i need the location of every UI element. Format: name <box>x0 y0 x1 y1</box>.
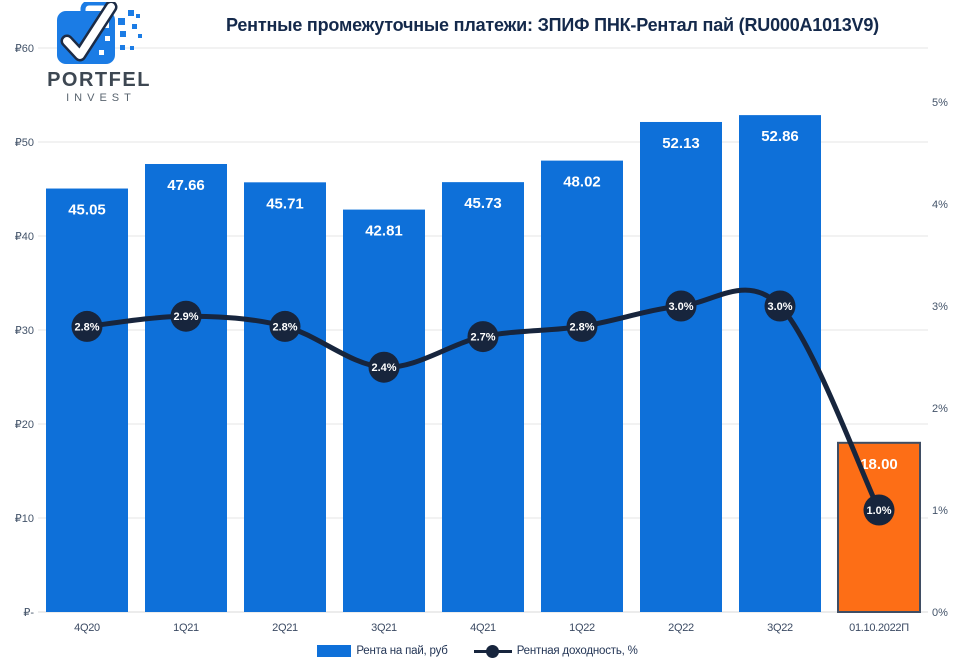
plot-area: ₽60 ₽50 ₽40 ₽30 ₽20 ₽10 ₽- 5% 4% 3% 2% 1% 0% 45.05 4Q2… <box>15 43 948 634</box>
line-marker <box>170 300 202 332</box>
bar-value-label: 52.86 <box>761 128 799 145</box>
category-label: 3Q21 <box>371 622 397 634</box>
legend-item-rent: Рента на пай, руб <box>317 645 448 657</box>
category-label: 2Q21 <box>272 622 298 634</box>
right-axis-label: 4% <box>932 199 948 211</box>
line-marker <box>863 494 895 526</box>
category-label: 1Q21 <box>173 622 199 634</box>
category-label: 1Q22 <box>569 622 595 634</box>
line-marker-label: 2.9% <box>173 311 198 323</box>
category-label: 4Q20 <box>74 622 100 634</box>
legend-rent-label: Рента на пай, руб <box>356 645 448 657</box>
line-marker <box>764 290 796 322</box>
line-marker <box>71 310 103 342</box>
right-axis-label: 3% <box>932 301 948 313</box>
bar-3Q22 <box>739 115 821 612</box>
bar-2Q21 <box>244 182 326 613</box>
bar-4Q20 <box>46 188 128 612</box>
left-axis-label: ₽60 <box>15 43 34 55</box>
briefcase-check-icon <box>57 2 142 64</box>
bar-value-label: 42.81 <box>365 223 403 240</box>
bar-value-label: 18.00 <box>860 456 898 473</box>
bar-2Q22 <box>640 121 722 612</box>
brand-subname: INVEST <box>66 92 136 104</box>
brand-logo: PORTFEL INVEST <box>42 2 156 104</box>
legend-item-yield: Рентная доходность, % <box>473 644 638 658</box>
bar-3Q21 <box>343 209 425 612</box>
bar-01.10.2022П <box>837 441 921 613</box>
line-marker-label: 2.7% <box>470 332 495 344</box>
right-axis-label: 0% <box>932 607 948 619</box>
bar-value-label: 48.02 <box>563 174 601 191</box>
line-marker-label: 2.8% <box>569 321 594 333</box>
left-axis-label: ₽50 <box>15 137 34 149</box>
right-axis-label: 1% <box>932 505 948 517</box>
legend-line-marker-icon <box>473 644 512 658</box>
line-marker <box>467 321 499 353</box>
line-marker-label: 3.0% <box>668 301 693 313</box>
line-marker-label: 2.8% <box>272 321 297 333</box>
left-axis-label: ₽10 <box>15 513 34 525</box>
line-marker <box>566 310 598 342</box>
line-marker-label: 1.0% <box>866 505 891 517</box>
line-marker <box>368 351 400 383</box>
right-axis-label: 5% <box>932 97 948 109</box>
line-marker-label: 3.0% <box>767 301 792 313</box>
line-marker <box>665 290 697 322</box>
brand-name: PORTFEL <box>47 69 151 91</box>
category-label: 4Q21 <box>470 622 496 634</box>
category-label: 3Q22 <box>767 622 793 634</box>
bar-1Q21 <box>145 163 227 612</box>
bar-value-label: 45.05 <box>68 202 106 219</box>
bar-value-label: 45.71 <box>266 195 304 212</box>
line-marker <box>269 310 301 342</box>
chart-title: Рентные промежуточные платежи: ЗПИФ ПНК-… <box>226 15 879 35</box>
line-marker-label: 2.8% <box>74 321 99 333</box>
left-axis-label: ₽40 <box>15 231 34 243</box>
bar-value-label: 47.66 <box>167 177 205 194</box>
category-label: 2Q22 <box>668 622 694 634</box>
bar-value-label: 52.13 <box>662 135 700 152</box>
legend-line-dot <box>486 644 500 658</box>
left-axis-label: ₽30 <box>15 325 34 337</box>
bar-4Q21 <box>442 182 524 612</box>
legend: Рента на пай, руб Рентная доходность, % <box>0 644 955 658</box>
left-axis-label: ₽20 <box>15 419 34 431</box>
left-axis-label: ₽- <box>23 607 34 619</box>
legend-bar-swatch-icon <box>317 645 352 657</box>
line-marker-label: 2.4% <box>371 362 396 374</box>
right-axis-label: 2% <box>932 403 948 415</box>
bar-value-label: 45.73 <box>464 195 502 212</box>
category-label: 01.10.2022П <box>849 622 909 634</box>
legend-yield-label: Рентная доходность, % <box>516 645 638 657</box>
bar-1Q22 <box>541 160 623 612</box>
